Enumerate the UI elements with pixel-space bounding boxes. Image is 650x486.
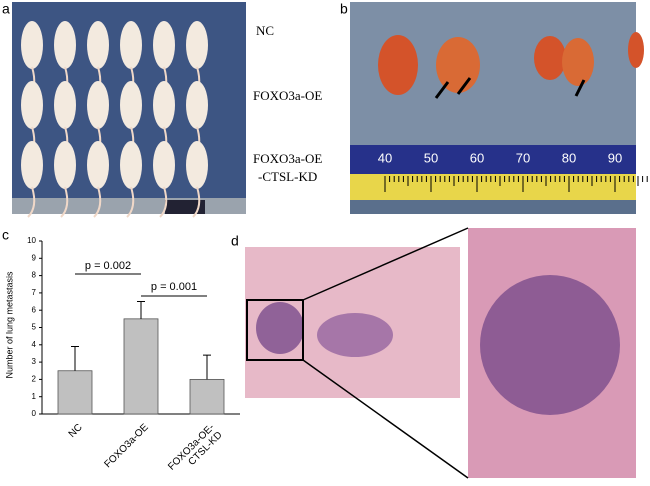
mouse <box>153 141 175 189</box>
panel-label: a <box>2 1 10 17</box>
tissue <box>480 275 620 415</box>
lung <box>436 37 480 93</box>
mouse-tail <box>93 186 102 218</box>
mouse <box>153 21 175 69</box>
mouse <box>54 81 76 129</box>
mouse <box>21 141 43 189</box>
panel-label: b <box>340 1 348 17</box>
panel-label: d <box>231 233 239 249</box>
y-tick-label: 4 <box>32 340 37 349</box>
annotation: p = 0.001 <box>151 281 197 293</box>
mouse <box>54 21 76 69</box>
mouse <box>120 21 142 69</box>
group-label: NC <box>256 23 274 38</box>
ruler-scale <box>350 174 636 200</box>
ruler-number: 40 <box>378 150 392 165</box>
y-tick-label: 5 <box>32 323 37 332</box>
ruler <box>12 198 246 214</box>
mouse-tail <box>60 186 69 218</box>
error-bar <box>203 354 211 380</box>
mouse <box>186 141 208 189</box>
mouse <box>120 141 142 189</box>
y-tick-label: 1 <box>32 392 37 401</box>
mice <box>21 21 208 218</box>
bar <box>57 370 93 415</box>
panel-label: c <box>2 227 9 243</box>
y-tick-label: 9 <box>32 253 37 262</box>
tissue <box>256 302 304 354</box>
group-label: FOXO3a-OE <box>253 88 322 103</box>
y-tick-label: 0 <box>32 409 37 418</box>
arrow <box>434 77 586 99</box>
y-tick-label: 7 <box>32 288 37 297</box>
group-label: -CTSL-KD <box>258 169 317 184</box>
ruler-number: 80 <box>562 150 576 165</box>
mouse-tail <box>192 186 201 218</box>
error-bar <box>137 301 145 319</box>
ruler-number: 90 <box>608 150 622 165</box>
mouse-tail <box>27 186 36 218</box>
y-tick-label: 6 <box>32 305 37 314</box>
lung <box>628 32 644 68</box>
mouse <box>21 81 43 129</box>
ruler-number: 70 <box>516 150 530 165</box>
bar <box>123 318 159 415</box>
device <box>165 200 205 214</box>
mouse <box>186 81 208 129</box>
mouse-tail <box>126 186 135 218</box>
y-axis-label: Number of lung metastasis <box>4 271 14 379</box>
tissue <box>317 313 393 357</box>
mouse <box>120 81 142 129</box>
mouse <box>153 81 175 129</box>
y-tick-label: 3 <box>32 357 37 366</box>
lung <box>378 35 418 95</box>
mouse-tail <box>159 186 168 218</box>
lung <box>562 38 594 86</box>
lung <box>534 36 566 80</box>
ruler-number: 50 <box>424 150 438 165</box>
mouse <box>186 21 208 69</box>
zoom-line <box>302 227 469 479</box>
mouse <box>21 21 43 69</box>
y-tick-label: 10 <box>27 236 36 245</box>
error-bar <box>71 346 79 371</box>
zoom-box <box>246 299 304 361</box>
mouse <box>87 21 109 69</box>
bar <box>189 378 225 415</box>
mouse <box>87 81 109 129</box>
annotation: p = 0.002 <box>85 260 131 272</box>
photo-bottom <box>350 200 636 214</box>
y-tick-label: 8 <box>32 271 37 280</box>
mouse <box>54 141 76 189</box>
ruler-number: 60 <box>470 150 484 165</box>
mouse <box>87 141 109 189</box>
y-tick-label: 2 <box>32 375 37 384</box>
group-label: FOXO3a-OE <box>253 151 322 166</box>
